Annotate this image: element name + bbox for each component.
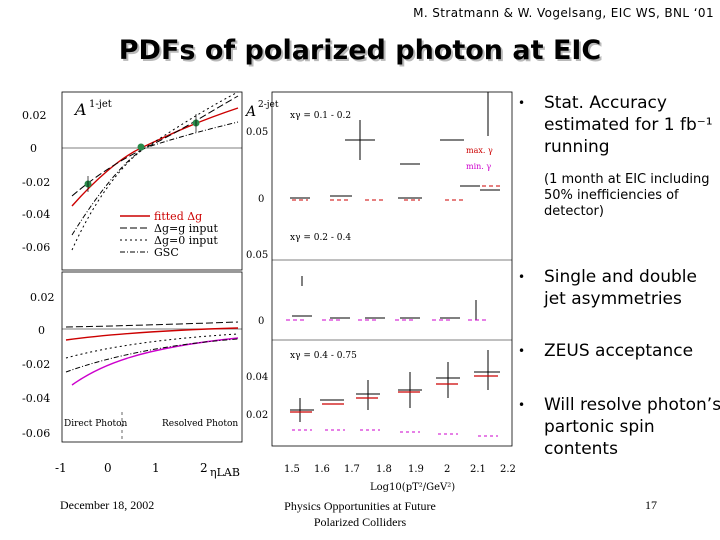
left-xlabel: ηLAB (210, 466, 240, 479)
left-ytick: -0.06 (22, 427, 50, 440)
right-xtick: 1.5 (284, 464, 300, 475)
footer-center-line2: Polarized Colliders (313, 515, 407, 529)
left-ytick: 0 (30, 142, 37, 155)
right-xlabel: Log10(pT²/GeV²) (370, 482, 455, 493)
right-ytick: 0 (258, 316, 264, 327)
left-ytick: -0.04 (22, 208, 50, 221)
left-ytick: 0 (38, 324, 45, 337)
a2-sup: 2-jet (258, 100, 279, 110)
right-xtick: 2.1 (470, 464, 486, 475)
footer-center: Physics Opportunities at Future Polarize… (260, 498, 460, 530)
resolved-photon-label: Resolved Photon (162, 419, 238, 429)
right-xtick: 2 (444, 464, 450, 475)
min-label: min. γ (466, 162, 491, 171)
legend-entry: Δg=0 input (154, 234, 218, 247)
left-ytick: -0.02 (22, 358, 50, 371)
panel-label: xγ = 0.2 - 0.4 (290, 233, 351, 243)
left-plot: 0.02 0 -0.02 -0.04 -0.06 0.02 0 -0.02 -0… (22, 91, 243, 479)
a1-label: A (73, 100, 87, 119)
direct-photon-label: Direct Photon (64, 419, 128, 429)
left-xtick: -1 (55, 461, 67, 475)
bullet-text: ZEUS acceptance (544, 341, 694, 361)
right-xtick: 1.6 (314, 464, 330, 475)
right-xtick: 1.7 (344, 464, 360, 475)
right-ytick: 0.02 (246, 410, 268, 421)
bullet-text: Stat. Accuracy estimated for 1 fb⁻¹ runn… (544, 93, 713, 157)
bullet-text: Single and double jet asymmetries (544, 267, 697, 309)
left-xtick: 2 (200, 461, 208, 475)
resolved-curve (71, 337, 239, 386)
bullet-dot: • (518, 96, 526, 110)
left-xtick: 0 (104, 461, 112, 475)
bullet-dot: • (518, 398, 526, 412)
footer-center-line1: Physics Opportunities at Future (284, 499, 436, 513)
left-top-frame (61, 91, 243, 271)
left-ytick: -0.02 (22, 176, 50, 189)
footer-date: December 18, 2002 (60, 498, 155, 512)
a1-sup: 1-jet (89, 99, 112, 110)
author-credit: M. Stratmann & W. Vogelsang, EIC WS, BNL… (413, 6, 714, 20)
right-plot: A 2-jet 0.05 0 0.05 0 0.04 0.02 xγ = 0.1… (244, 91, 516, 493)
right-xtick: 1.9 (408, 464, 424, 475)
legend-entry: GSC (154, 246, 179, 259)
data-point (137, 143, 145, 151)
left-bottom-frame (61, 271, 243, 443)
max-label: max. γ (466, 146, 493, 155)
bullet-text: Will resolve photon’s partonic spin cont… (544, 395, 720, 459)
legend-entry: Δg=g input (154, 222, 218, 235)
bullet-subtext: (1 month at EIC including 50% inefficien… (544, 172, 710, 219)
right-ytick: 0.04 (246, 372, 268, 383)
right-xtick: 2.2 (500, 464, 516, 475)
right-frame (271, 91, 513, 447)
panel-label: xγ = 0.4 - 0.75 (290, 351, 357, 361)
right-ytick: 0 (258, 194, 264, 205)
panel-label: xγ = 0.1 - 0.2 (290, 111, 351, 121)
bullet-dot: • (518, 344, 526, 358)
bullet-dot: • (518, 270, 526, 284)
right-xtick: 1.8 (376, 464, 392, 475)
left-ytick: 0.02 (22, 109, 47, 122)
left-xtick: 1 (152, 461, 160, 475)
right-ytick: 0.05 (246, 127, 268, 138)
slide-title: PDFs of polarized photon at EIC (118, 35, 602, 66)
asymmetry-figure: 0.02 0 -0.02 -0.04 -0.06 0.02 0 -0.02 -0… (22, 91, 516, 493)
left-ytick: -0.06 (22, 241, 50, 254)
left-ytick: -0.04 (22, 392, 50, 405)
page-number: 17 (645, 498, 657, 512)
right-ytick: 0.05 (246, 250, 268, 261)
left-ytick: 0.02 (30, 291, 55, 304)
legend-entry: fitted Δg (154, 210, 202, 223)
a2-label: A (244, 104, 256, 120)
fitted-curve (71, 107, 239, 207)
